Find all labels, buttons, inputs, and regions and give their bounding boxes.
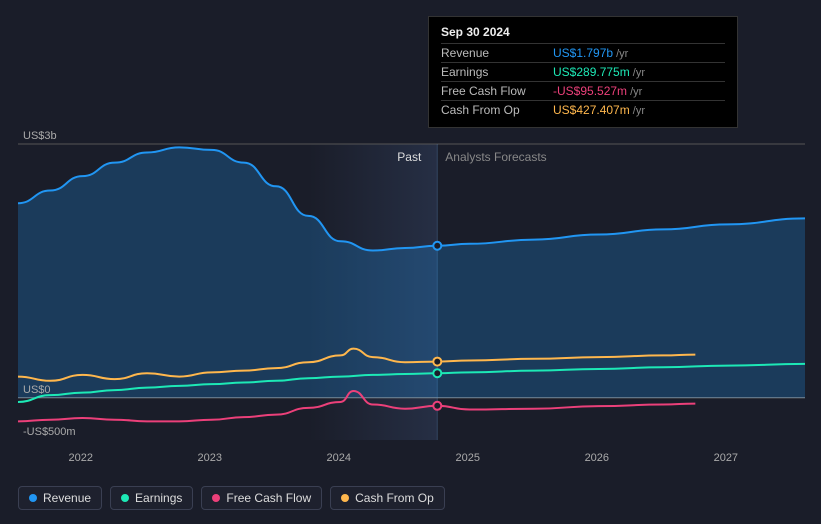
legend-item-fcf[interactable]: Free Cash Flow: [201, 486, 322, 510]
tooltip-row: Earnings US$289.775m /yr: [441, 62, 725, 81]
tooltip-row-label: Cash From Op: [441, 103, 541, 117]
tooltip-row: Cash From Op US$427.407m /yr: [441, 100, 725, 119]
tooltip-row: Free Cash Flow -US$95.527m /yr: [441, 81, 725, 100]
financials-chart: US$3b US$0 -US$500m 2022 2023 2024 2025 2026 20…: [0, 0, 821, 524]
legend-dot-icon: [121, 494, 129, 502]
marker-earnings: [433, 369, 441, 377]
tooltip-row-label: Revenue: [441, 46, 541, 60]
tooltip-row: Revenue US$1.797b /yr: [441, 43, 725, 62]
legend-item-label: Free Cash Flow: [226, 491, 311, 505]
chart-tooltip: Sep 30 2024 RevenueUS$1.797b /yrEarnings…: [428, 16, 738, 128]
marker-fcf: [433, 402, 441, 410]
chart-legend: Revenue Earnings Free Cash Flow Cash From O…: [18, 486, 445, 510]
x-tick-label: 2025: [456, 452, 480, 464]
tooltip-row-value: US$427.407m: [553, 103, 630, 117]
y-tick-label: US$3b: [23, 130, 57, 142]
marker-cfo: [433, 358, 441, 366]
tooltip-date: Sep 30 2024: [441, 25, 725, 39]
tooltip-row-value: -US$95.527m: [553, 84, 627, 98]
x-tick-label: 2026: [585, 452, 609, 464]
tooltip-row-suffix: /yr: [627, 86, 642, 98]
tooltip-row-label: Free Cash Flow: [441, 84, 541, 98]
region-label-forecast: Analysts Forecasts: [445, 150, 546, 164]
tooltip-row-value: US$289.775m: [553, 65, 630, 79]
tooltip-row-suffix: /yr: [630, 67, 645, 79]
legend-item-label: Cash From Op: [355, 491, 434, 505]
x-tick-label: 2023: [198, 452, 222, 464]
x-tick-label: 2022: [69, 452, 93, 464]
legend-dot-icon: [29, 494, 37, 502]
tooltip-row-label: Earnings: [441, 65, 541, 79]
legend-item-label: Earnings: [135, 491, 182, 505]
y-tick-label: US$0: [23, 384, 51, 396]
region-label-past: Past: [397, 150, 421, 164]
legend-dot-icon: [212, 494, 220, 502]
legend-item-label: Revenue: [43, 491, 91, 505]
x-tick-label: 2027: [714, 452, 738, 464]
legend-item-cfo[interactable]: Cash From Op: [330, 486, 445, 510]
tooltip-row-suffix: /yr: [613, 48, 628, 60]
legend-item-revenue[interactable]: Revenue: [18, 486, 102, 510]
y-tick-label: -US$500m: [23, 426, 76, 438]
tooltip-row-suffix: /yr: [630, 105, 645, 117]
x-tick-label: 2024: [327, 452, 351, 464]
marker-revenue: [433, 242, 441, 250]
tooltip-row-value: US$1.797b: [553, 46, 613, 60]
legend-dot-icon: [341, 494, 349, 502]
legend-item-earnings[interactable]: Earnings: [110, 486, 193, 510]
